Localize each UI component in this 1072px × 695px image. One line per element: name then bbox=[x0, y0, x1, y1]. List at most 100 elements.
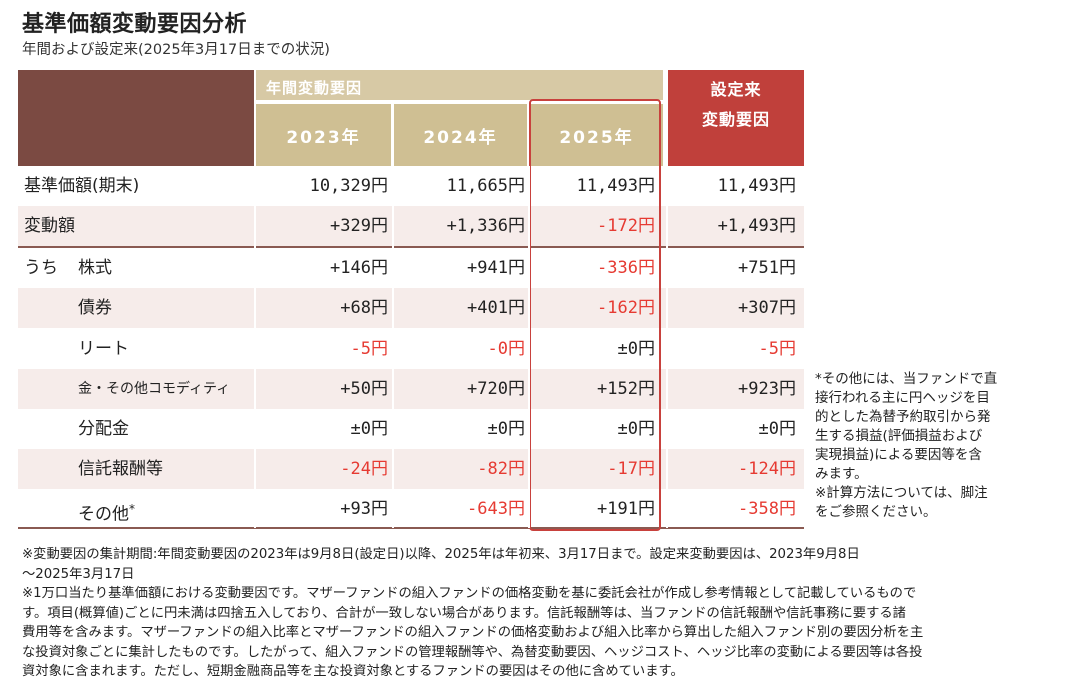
table-row: 金・その他コモディティ +50円 +720円 +152円 +923円 bbox=[18, 369, 804, 409]
annual-header-band: 年間変動要因 bbox=[256, 70, 663, 100]
footnote-line: 〜2025年3月17日 bbox=[22, 566, 135, 582]
row-label: 分配金 bbox=[78, 409, 129, 449]
footnote-line: 資対象に含まれます。ただし、短期金融商品等を主な投資対象とするファンドの要因はそ… bbox=[22, 664, 684, 679]
since-inception-header: 設定来 変動要因 bbox=[668, 70, 804, 166]
value-cell: -172円 bbox=[597, 216, 655, 236]
table-row: 変動額 +329円 +1,336円 -172円 +1,493円 bbox=[18, 206, 804, 246]
value-cell: 11,493円 bbox=[717, 176, 796, 196]
header-corner bbox=[18, 70, 254, 166]
table-bottom-rule bbox=[18, 527, 804, 529]
row-label: 基準価額(期末) bbox=[24, 166, 139, 206]
row-label: 金・その他コモディティ bbox=[78, 369, 230, 409]
since-header-line2: 変動要因 bbox=[701, 110, 770, 129]
value-cell: +50円 bbox=[340, 379, 388, 399]
row-label-text: 分配金 bbox=[78, 419, 129, 439]
since-header-line1: 設定来 bbox=[710, 80, 762, 99]
table-row: うち 株式 +146円 +941円 -336円 +751円 bbox=[18, 248, 804, 288]
footnote-line: ※1万口当たり基準価額における変動要因です。マザーファンドの組入ファンドの価格変… bbox=[22, 586, 917, 601]
value-cell: -0円 bbox=[487, 339, 525, 359]
footnote-line: な投資対象ごとに集計したものです。したがって、組入ファンドの管理報酬等や、為替変… bbox=[22, 644, 923, 660]
value-cell: +401円 bbox=[467, 298, 525, 318]
side-note-line: みます。 bbox=[815, 466, 868, 482]
value-cell: 11,665円 bbox=[446, 176, 525, 196]
value-cell: +146円 bbox=[330, 258, 388, 278]
row-label-text: その他 bbox=[78, 504, 129, 525]
value-cell: -358円 bbox=[738, 499, 796, 519]
value-cell: +329円 bbox=[330, 216, 388, 236]
row-label-text: 債券 bbox=[78, 298, 112, 318]
side-note-line: 実現損益)による要因等を含 bbox=[815, 447, 982, 463]
value-cell: -643円 bbox=[467, 499, 525, 519]
row-label-text: 変動額 bbox=[24, 216, 75, 236]
row-label-text: 金・その他コモディティ bbox=[78, 381, 231, 397]
table-row: 信託報酬等 -24円 -82円 -17円 -124円 bbox=[18, 449, 804, 489]
section-divider bbox=[18, 246, 804, 248]
row-prefix: うち bbox=[24, 258, 58, 278]
row-label-text: 株式 bbox=[78, 258, 112, 278]
value-cell: +1,493円 bbox=[717, 216, 796, 236]
value-cell: +941円 bbox=[467, 258, 525, 278]
footnotes: ※変動要因の集計期間:年間変動要因の2023年は9月8日(設定日)以降、2025… bbox=[22, 545, 1052, 682]
value-cell: ±0円 bbox=[617, 419, 655, 439]
year-header-2024: 2024年 bbox=[394, 104, 527, 166]
footnote-marker: * bbox=[129, 502, 135, 516]
page-subtitle: 年間および設定来(2025年3月17日までの状況) bbox=[22, 42, 330, 58]
year-header-2023: 2023年 bbox=[256, 104, 391, 166]
value-cell: ±0円 bbox=[487, 419, 525, 439]
row-label-text: 信託報酬等 bbox=[78, 459, 163, 479]
table-row: リート -5円 -0円 ±0円 -5円 bbox=[18, 329, 804, 369]
column-separator bbox=[392, 166, 394, 528]
row-label: 債券 bbox=[78, 288, 112, 328]
side-note-line: をご参照ください。 bbox=[815, 504, 937, 520]
table-row: 債券 +68円 +401円 -162円 +307円 bbox=[18, 288, 804, 328]
value-cell: +152円 bbox=[597, 379, 655, 399]
value-cell: -5円 bbox=[350, 339, 388, 359]
row-label: リート bbox=[78, 329, 129, 369]
table-row: 基準価額(期末) 10,329円 11,665円 11,493円 11,493円 bbox=[18, 166, 804, 206]
value-cell: ±0円 bbox=[758, 419, 796, 439]
footnote-line: す。項目(概算値)ごとに円未満は四捨五入しており、合計が一致しない場合があります… bbox=[22, 605, 906, 621]
year-header-2025: 2025年 bbox=[530, 104, 663, 166]
value-cell: +751円 bbox=[738, 258, 796, 278]
value-cell: ±0円 bbox=[617, 339, 655, 359]
side-note-line: ※計算方法については、脚注 bbox=[815, 485, 988, 501]
value-cell: -17円 bbox=[607, 459, 655, 479]
table-row: 分配金 ±0円 ±0円 ±0円 ±0円 bbox=[18, 409, 804, 449]
footnote-line: 費用等を含みます。マザーファンドの組入比率とマザーファンドの組入ファンドの価格変… bbox=[22, 625, 924, 640]
side-note-line: 接行われる主に円ヘッジを目 bbox=[815, 390, 990, 406]
value-cell: +93円 bbox=[340, 499, 388, 519]
value-cell: ±0円 bbox=[350, 419, 388, 439]
value-cell: +191円 bbox=[597, 499, 655, 519]
value-cell: +1,336円 bbox=[446, 216, 525, 236]
value-cell: 10,329円 bbox=[309, 176, 388, 196]
value-cell: +307円 bbox=[738, 298, 796, 318]
side-note-line: 生する損益(評価損益および bbox=[815, 428, 983, 444]
row-label-text: リート bbox=[78, 339, 129, 359]
row-label: その他* bbox=[78, 489, 135, 529]
side-note-line: 的とした為替予約取引から発 bbox=[815, 409, 991, 425]
value-cell: -336円 bbox=[597, 258, 655, 278]
value-cell: -162円 bbox=[597, 298, 655, 318]
page-title: 基準価額変動要因分析 bbox=[22, 12, 248, 37]
table-row: その他* +93円 -643円 +191円 -358円 bbox=[18, 489, 804, 529]
highlight-2025-column bbox=[529, 99, 661, 531]
column-separator bbox=[528, 166, 530, 528]
footnote-line: ※変動要因の集計期間:年間変動要因の2023年は9月8日(設定日)以降、2025… bbox=[22, 547, 860, 562]
row-label-text: 基準価額(期末) bbox=[24, 176, 140, 196]
value-cell: +68円 bbox=[340, 298, 388, 318]
value-cell: 11,493円 bbox=[576, 176, 655, 196]
value-cell: -82円 bbox=[477, 459, 525, 479]
value-cell: -24円 bbox=[340, 459, 388, 479]
annual-header-label: 年間変動要因 bbox=[266, 79, 363, 97]
side-note: *その他には、当ファンドで直 接行われる主に円ヘッジを目 的とした為替予約取引から発… bbox=[815, 370, 1040, 522]
row-label: 信託報酬等 bbox=[78, 449, 163, 489]
value-cell: -124円 bbox=[738, 459, 796, 479]
column-separator bbox=[666, 166, 668, 528]
value-cell: -5円 bbox=[758, 339, 796, 359]
row-label: 変動額 bbox=[24, 206, 75, 246]
value-cell: +720円 bbox=[467, 379, 525, 399]
column-separator bbox=[254, 166, 256, 528]
row-label: 株式 bbox=[78, 248, 112, 288]
value-cell: +923円 bbox=[738, 379, 796, 399]
side-note-line: *その他には、当ファンドで直 bbox=[815, 371, 998, 387]
